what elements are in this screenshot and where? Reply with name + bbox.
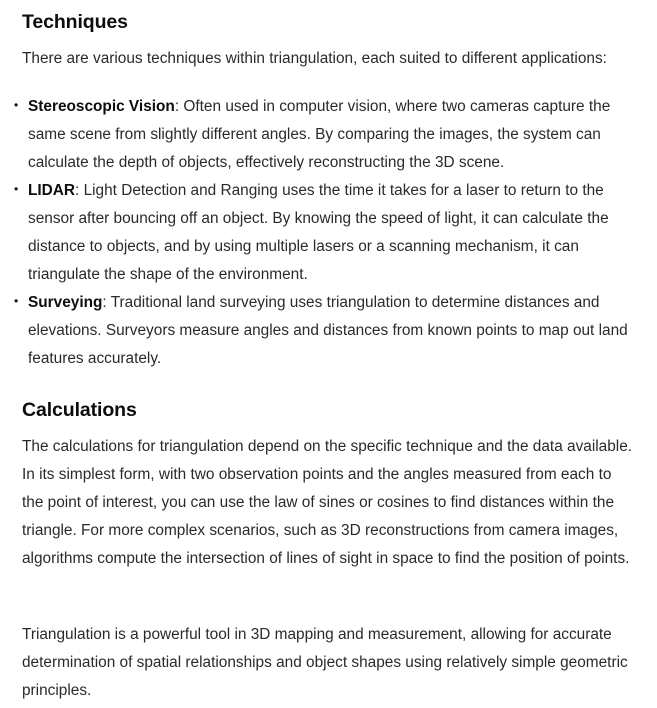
term-lidar: LIDAR [28,182,76,199]
techniques-list: • Stereoscopic Vision: Often used in comp… [14,93,642,373]
term-surveying: Surveying [28,294,103,311]
summary-paragraph: Triangulation is a powerful tool in 3D m… [22,626,628,699]
list-item-stereoscopic-vision: • Stereoscopic Vision: Often used in comp… [14,93,642,177]
bullet-icon: • [14,98,19,112]
description-stereoscopic-vision: : Often used in computer vision, where t… [28,98,611,171]
list-item-lidar: • LIDAR: Light Detection and Ranging uses… [14,177,642,289]
description-surveying: : Traditional land surveying uses triang… [28,294,628,367]
calculations-paragraph: The calculations for triangulation depen… [22,438,633,567]
bullet-icon: • [14,294,19,308]
description-lidar: : Light Detection and Ranging uses the t… [28,182,609,283]
list-item-surveying: • Surveying: Traditional land surveying u… [14,289,642,373]
techniques-intro-paragraph: There are various techniques within tria… [22,50,607,67]
bullet-icon: • [14,182,19,196]
term-stereoscopic-vision: Stereoscopic Vision [28,98,175,115]
section-heading-techniques: Techniques [22,11,128,33]
section-heading-calculations: Calculations [22,399,137,421]
